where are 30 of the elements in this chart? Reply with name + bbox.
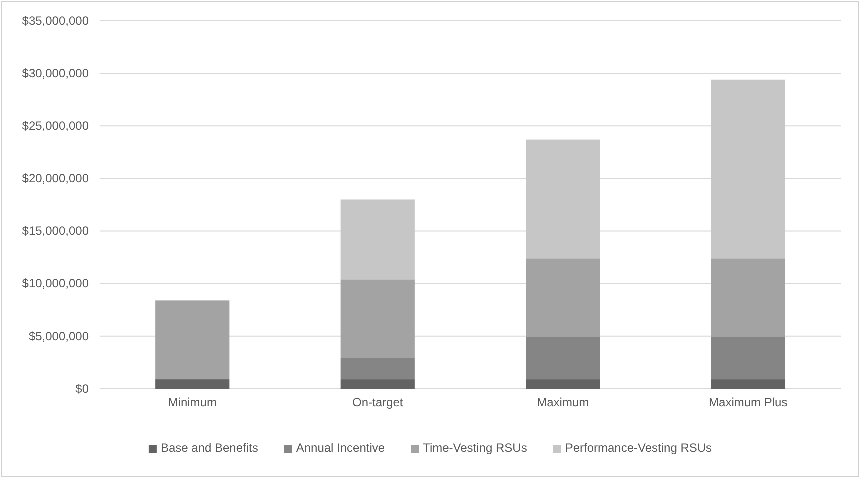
y-tick-label: $5,000,000 [28,329,90,344]
bar [526,258,600,338]
bar [711,80,786,259]
legend-label: Performance-Vesting RSUs [565,441,712,455]
x-tick-label: Maximum Plus [709,395,788,410]
bar [711,380,786,389]
bar [340,358,415,380]
y-tick-label: $15,000,000 [22,224,90,238]
bar [156,300,230,380]
y-tick-label: $10,000,000 [22,276,90,291]
legend-label: Annual Incentive [296,441,386,455]
legend-label: Base and Benefits [160,441,258,455]
x-tick-label: Minimum [168,395,217,410]
bar [711,258,786,338]
y-tick-label: $30,000,000 [22,66,90,80]
x-tick-label: Maximum [537,395,590,410]
y-tick-label: $20,000,000 [22,172,90,186]
bar [340,200,415,280]
bar [156,380,230,389]
y-tick-label: $25,000,000 [22,118,90,133]
bar [340,380,415,389]
bar [526,140,600,259]
bar [340,280,415,359]
y-tick-label: $35,000,000 [22,14,90,28]
bar [526,380,600,389]
x-tick-label: On-target [352,395,404,410]
bar [526,337,600,380]
bar [711,337,786,380]
y-tick-label: $0 [76,382,90,396]
legend-label: Time-Vesting RSUs [423,441,528,455]
